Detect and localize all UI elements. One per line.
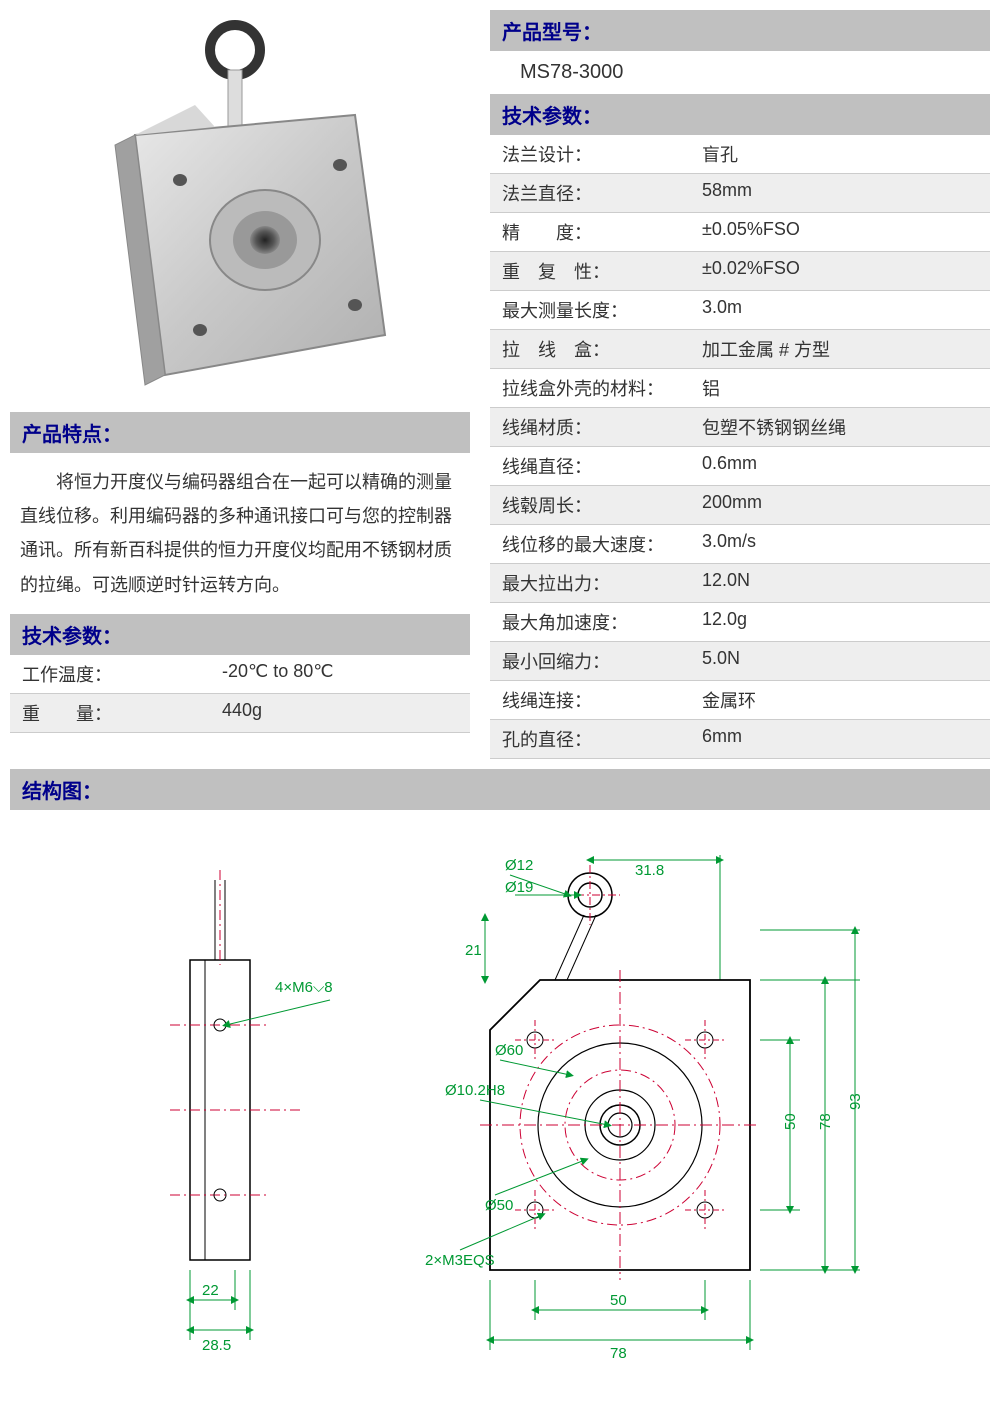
spec-label: 线毂周长： — [502, 492, 702, 518]
dim-bore: Ø10.2H8 — [445, 1082, 505, 1099]
spec-label: 法兰设计： — [502, 141, 702, 167]
dim-ring-id: Ø19 — [505, 879, 533, 896]
spec-row: 线毂周长：200mm — [490, 486, 990, 525]
spec-value: 盲孔 — [702, 141, 978, 167]
spec-row: 最小回缩力：5.0N — [490, 642, 990, 681]
spec-value: 0.6mm — [702, 453, 978, 479]
dim-tap: 2×M3EQS — [425, 1252, 495, 1269]
spec-label: 拉线盒外壳的材料： — [502, 375, 702, 401]
dim-step: Ø50 — [485, 1197, 513, 1214]
spec-label: 最小回缩力： — [502, 648, 702, 674]
right-spec-table: 法兰设计：盲孔法兰直径：58mm精 度：±0.05%FSO重 复 性：±0.02… — [490, 135, 990, 759]
left-spec-table: 工作温度：-20℃ to 80℃重 量：440g — [10, 655, 470, 733]
structure-diagram: 4×M6⌵8 22 28.5 — [0, 810, 1000, 1410]
spec-row: 拉 线 盒：加工金属 # 方型 — [490, 330, 990, 369]
spec-row: 线绳直径：0.6mm — [490, 447, 990, 486]
spec-row: 最大角加速度：12.0g — [490, 603, 990, 642]
spec-value: ±0.02%FSO — [702, 258, 978, 284]
spec-label: 拉 线 盒： — [502, 336, 702, 362]
spec-row: 线位移的最大速度：3.0m/s — [490, 525, 990, 564]
spec-row: 精 度：±0.05%FSO — [490, 213, 990, 252]
spec-row: 线绳连接：金属环 — [490, 681, 990, 720]
spec-label: 重 复 性： — [502, 258, 702, 284]
product-photo — [55, 10, 425, 400]
dim-body-w-inner: 50 — [610, 1292, 627, 1309]
spec-value: 440g — [222, 700, 458, 726]
dim-ring-od: Ø12 — [505, 857, 533, 874]
dim-side-w2: 28.5 — [202, 1337, 231, 1354]
spec-value: 3.0m — [702, 297, 978, 323]
spec-value: 铝 — [702, 375, 978, 401]
spec-value: 金属环 — [702, 687, 978, 713]
spec-label: 最大测量长度： — [502, 297, 702, 323]
features-header: 产品特点： — [10, 412, 470, 453]
spec-value: 12.0N — [702, 570, 978, 596]
model-value: MS78-3000 — [490, 51, 990, 94]
spec-label: 法兰直径： — [502, 180, 702, 206]
features-text: 将恒力开度仪与编码器组合在一起可以精确的测量直线位移。利用编码器的多种通讯接口可… — [10, 453, 470, 614]
spec-row: 拉线盒外壳的材料：铝 — [490, 369, 990, 408]
dim-ring-h: 21 — [465, 942, 482, 959]
dim-side-mount: 4×M6⌵8 — [275, 979, 333, 996]
spec-value: 5.0N — [702, 648, 978, 674]
spec-row: 重 复 性：±0.02%FSO — [490, 252, 990, 291]
spec-value: 58mm — [702, 180, 978, 206]
dim-body-h-inner: 50 — [782, 1113, 799, 1130]
spec-label: 线绳材质： — [502, 414, 702, 440]
spec-value: -20℃ to 80℃ — [222, 661, 458, 687]
spec-label: 线绳直径： — [502, 453, 702, 479]
spec-value: 加工金属 # 方型 — [702, 336, 978, 362]
left-specs-header: 技术参数： — [10, 614, 470, 655]
spec-label: 工作温度： — [22, 661, 222, 687]
model-header: 产品型号： — [490, 10, 990, 51]
spec-label: 最大角加速度： — [502, 609, 702, 635]
spec-label: 线绳连接： — [502, 687, 702, 713]
spec-row: 线绳材质：包塑不锈钢钢丝绳 — [490, 408, 990, 447]
spec-value: 6mm — [702, 726, 978, 752]
spec-row: 法兰直径：58mm — [490, 174, 990, 213]
spec-row: 法兰设计：盲孔 — [490, 135, 990, 174]
spec-value: 包塑不锈钢钢丝绳 — [702, 414, 978, 440]
spec-value: 3.0m/s — [702, 531, 978, 557]
dim-body-h-mid: 78 — [817, 1113, 834, 1130]
structure-header: 结构图： — [10, 769, 990, 810]
dim-body-h: 93 — [847, 1093, 864, 1110]
spec-label: 线位移的最大速度： — [502, 531, 702, 557]
spec-label: 孔的直径： — [502, 726, 702, 752]
spec-row: 工作温度：-20℃ to 80℃ — [10, 655, 470, 694]
spec-row: 重 量：440g — [10, 694, 470, 733]
spec-row: 最大拉出力：12.0N — [490, 564, 990, 603]
spec-label: 最大拉出力： — [502, 570, 702, 596]
spec-value: 200mm — [702, 492, 978, 518]
dim-body-w: 78 — [610, 1345, 627, 1362]
specs-header: 技术参数： — [490, 94, 990, 135]
spec-row: 最大测量长度：3.0m — [490, 291, 990, 330]
dim-side-w1: 22 — [202, 1282, 219, 1299]
dim-bolt-circle: Ø60 — [495, 1042, 523, 1059]
dim-ring-offset: 31.8 — [635, 862, 664, 879]
spec-row: 孔的直径：6mm — [490, 720, 990, 759]
spec-value: 12.0g — [702, 609, 978, 635]
spec-label: 精 度： — [502, 219, 702, 245]
spec-label: 重 量： — [22, 700, 222, 726]
spec-value: ±0.05%FSO — [702, 219, 978, 245]
